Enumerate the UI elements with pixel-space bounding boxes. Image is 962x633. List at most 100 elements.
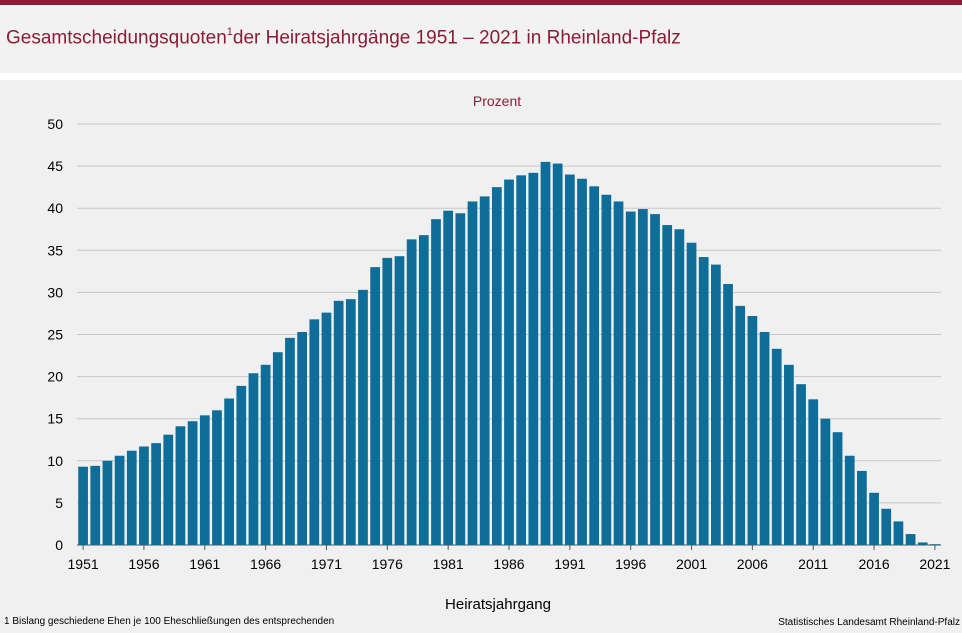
bar-1997 xyxy=(637,209,648,546)
x-tick-label: 1976 xyxy=(372,556,403,572)
bar-2018 xyxy=(893,521,904,545)
bar-2015 xyxy=(857,470,867,545)
bar-2000 xyxy=(674,229,685,545)
bar-1982 xyxy=(455,213,466,545)
bar-1954 xyxy=(114,455,125,545)
bar-2002 xyxy=(698,257,709,545)
y-tick-label: 30 xyxy=(47,284,63,300)
footnote: 1 Bislang geschiedene Ehen je 100 Ehesch… xyxy=(4,616,335,627)
y-tick-label: 25 xyxy=(47,327,63,343)
bar-1953 xyxy=(102,460,113,545)
bar-1951 xyxy=(78,466,88,545)
bar-1962 xyxy=(212,410,222,545)
y-tick-label: 20 xyxy=(47,369,63,385)
y-tick-label: 50 xyxy=(47,116,63,132)
bar-2001 xyxy=(686,242,697,545)
bar-2009 xyxy=(784,364,794,545)
x-tick-label: 2001 xyxy=(676,556,707,572)
y-tick-label: 15 xyxy=(47,411,63,427)
x-tick-label: 2021 xyxy=(919,556,950,572)
x-tick-label: 1961 xyxy=(189,556,220,572)
x-tick-label: 1971 xyxy=(311,556,342,572)
bar-chart: 0 5 10 15 20 25 30 35 40 45 50 1951 1956 1961 1966 197… xyxy=(47,93,951,613)
source-credit: Statistisches Landesamt Rheinland-Pfalz xyxy=(778,617,960,628)
top-accent-bar xyxy=(0,0,962,5)
bar-1976 xyxy=(382,257,393,545)
x-tick-label: 1996 xyxy=(615,556,646,572)
bar-1999 xyxy=(662,225,673,546)
bar-2014 xyxy=(844,455,855,545)
bar-1991 xyxy=(564,174,575,545)
bar-1963 xyxy=(224,398,234,545)
bar-2020 xyxy=(917,542,928,545)
bar-2004 xyxy=(723,283,733,545)
bar-1987 xyxy=(516,175,527,546)
bar-2019 xyxy=(905,534,916,545)
bar-1979 xyxy=(418,235,429,545)
x-tick-label: 1991 xyxy=(554,556,585,572)
bar-1994 xyxy=(601,194,612,545)
bar-1973 xyxy=(345,299,356,545)
bar-1957 xyxy=(151,443,161,545)
bar-1986 xyxy=(504,179,514,545)
x-tick-label: 1966 xyxy=(250,556,281,572)
bar-1958 xyxy=(163,434,174,545)
bars xyxy=(78,161,940,546)
bar-1988 xyxy=(528,172,539,545)
y-tick-label: 40 xyxy=(47,200,63,216)
bar-2011 xyxy=(808,399,819,545)
bar-1974 xyxy=(358,289,368,545)
bar-1965 xyxy=(248,373,259,545)
bar-1995 xyxy=(613,201,624,545)
bar-1998 xyxy=(650,214,660,545)
x-tick-label: 2011 xyxy=(798,556,828,572)
bar-1992 xyxy=(577,178,587,545)
unit-label: Prozent xyxy=(473,93,521,109)
x-tick-label: 2016 xyxy=(858,556,889,572)
bar-2021 xyxy=(930,544,940,545)
bar-2008 xyxy=(771,348,782,545)
bar-1961 xyxy=(199,415,210,545)
x-tick-labels: 1951 1956 1961 1966 1971 1976 1981 1986 1991 1996… xyxy=(68,545,951,572)
bar-1960 xyxy=(187,421,198,545)
bar-1966 xyxy=(260,364,271,545)
x-tick-label: 2006 xyxy=(737,556,768,572)
bar-1952 xyxy=(90,465,101,545)
bar-1996 xyxy=(625,211,636,545)
y-tick-label: 45 xyxy=(47,158,63,174)
bar-1984 xyxy=(479,196,490,545)
x-axis-label: Heiratsjahrgang xyxy=(445,596,551,613)
bar-1990 xyxy=(552,163,563,545)
bar-1983 xyxy=(467,201,478,545)
bar-2010 xyxy=(796,384,806,545)
bar-1969 xyxy=(297,331,307,545)
title-rest: der Heiratsjahrgänge 1951 – 2021 in Rhei… xyxy=(232,27,681,49)
bar-2003 xyxy=(711,264,721,545)
bar-1967 xyxy=(272,352,283,545)
bar-2005 xyxy=(735,305,746,545)
bar-1971 xyxy=(321,312,332,545)
x-tick-label: 1986 xyxy=(493,556,524,572)
chart-area: 0 5 10 15 20 25 30 35 40 45 50 1951 1956 1961 1966 197… xyxy=(0,80,962,633)
bar-2017 xyxy=(881,508,892,545)
bar-1989 xyxy=(540,161,551,545)
bar-1977 xyxy=(394,256,405,545)
x-tick-label: 1956 xyxy=(128,556,159,572)
bar-1956 xyxy=(139,446,149,545)
bar-1981 xyxy=(443,210,454,546)
y-tick-label: 5 xyxy=(55,495,63,511)
y-tick-labels: 0 5 10 15 20 25 30 35 40 45 50 xyxy=(47,116,63,553)
bar-1970 xyxy=(309,319,320,545)
bar-1964 xyxy=(236,385,247,545)
bar-2007 xyxy=(759,331,770,545)
bar-1972 xyxy=(333,300,344,545)
header: Gesamtscheidungsquoten1der Heiratsjahrgä… xyxy=(0,5,962,73)
x-tick-label: 1981 xyxy=(433,556,464,572)
bar-1968 xyxy=(285,337,295,545)
bar-2016 xyxy=(869,492,879,545)
x-tick-label: 1951 xyxy=(68,556,99,572)
bar-2013 xyxy=(832,432,843,545)
bar-2012 xyxy=(820,418,831,545)
bar-2006 xyxy=(747,315,758,545)
bar-1975 xyxy=(370,267,381,545)
